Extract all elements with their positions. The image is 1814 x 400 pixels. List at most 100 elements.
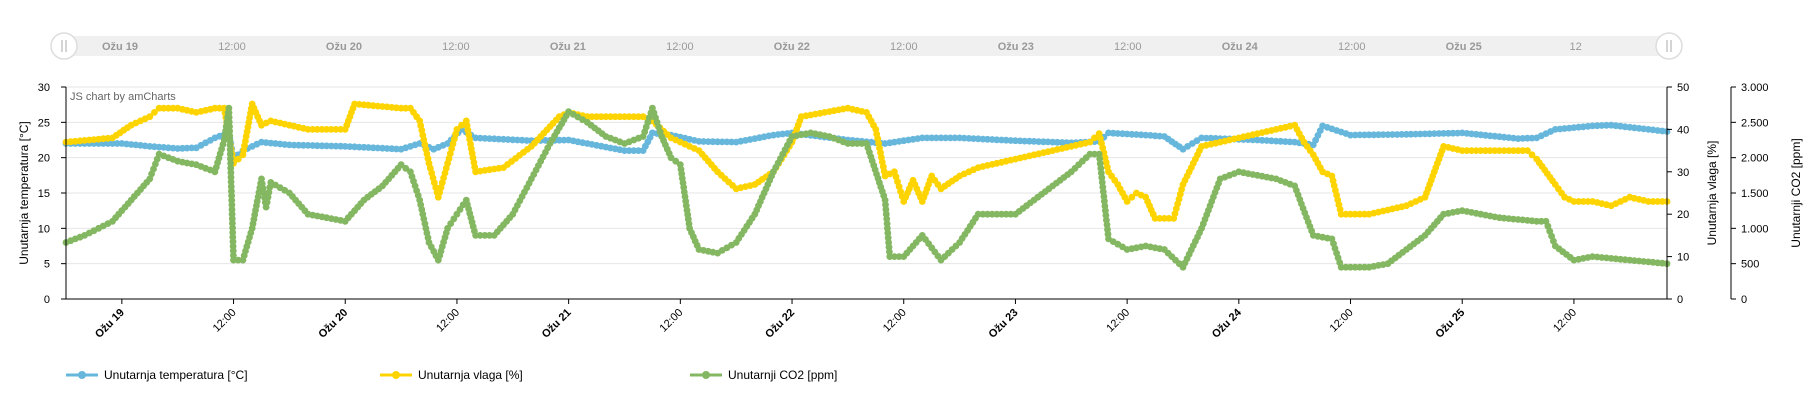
series-line [65,102,1667,220]
x-axis-ticks: Ožu 19 12:00 Ožu 20 12:00 Ožu 21 12:00 Ožu 22 1… [93,299,1579,341]
series-bullet [891,253,898,260]
temperature-axis-title: Unutarnja temperatura [°C] [17,121,31,265]
humidity-tick-label: 0 [1677,294,1683,306]
series-co2[interactable] [62,104,1671,271]
series-bullet [304,125,312,133]
temperature-tick-label: 15 [38,188,50,200]
co2-tick-label: 500 [1741,259,1759,271]
series-bullet [402,104,410,112]
scrollbar-label: 12:00 [1338,41,1366,53]
x-tick-label: 12:00 [881,307,909,335]
series-bullet [1356,131,1364,139]
legend-marker-bullet [78,371,86,379]
scrollbar-label: Ožu 22 [774,41,810,53]
x-tick-label: 12:00 [434,307,462,335]
x-tick-label: 12:00 [1104,307,1132,335]
legend-marker-bullet [702,371,710,379]
series-bullet [1337,210,1345,218]
scrollbar-label: 12:00 [442,41,470,53]
series-bullet [555,136,563,144]
series-bullet [1440,130,1447,137]
co2-tick-label: 1.500 [1741,188,1769,200]
scrollbar-label: Ožu 25 [1446,41,1482,53]
x-tick-label: Ožu 23 [987,307,1021,341]
scrollbar-track[interactable] [64,36,1669,56]
series-bullet [923,134,931,142]
series-bullet [313,142,321,150]
series-bullet [402,164,410,172]
series-bullet [1389,131,1396,138]
scrollbar-label: Ožu 24 [1222,41,1259,53]
temperature-tick-label: 25 [38,117,50,129]
scrollbar-label: 12:00 [218,41,246,53]
x-tick-label: Ožu 25 [1433,307,1467,341]
series-bullet [1165,215,1173,222]
series-bullet [332,142,340,150]
series-bullet [323,125,330,133]
series-bullet [458,121,465,129]
series-bullet [588,113,596,121]
series-bullet [1398,131,1406,138]
co2-axis-title: Unutarnji CO2 [ppm] [1789,138,1803,247]
series-bullet [630,147,638,155]
scrollbar-label: 12:00 [890,41,918,53]
series-bullet [169,104,177,112]
series-bullet [1347,263,1354,271]
series-bullet [607,113,614,121]
series-bullet [974,210,982,218]
legend[interactable]: Unutarnja temperatura [°C] Unutarnja vlag… [66,368,837,382]
series-bullet [1524,147,1531,155]
series-bullet [99,140,107,147]
series-bullet [1579,198,1587,205]
legend-marker-bullet [392,371,400,379]
series-bullet [227,160,235,167]
co2-tick-label: 0 [1741,294,1747,306]
co2-axis-ticks: 0 500 1.000 1.500 2.000 2.500 3.000 [1731,82,1769,306]
series-bullet [1491,147,1499,155]
temperature-tick-label: 0 [44,294,50,306]
series-bullet [672,157,680,165]
series-bullet [397,161,405,169]
series-bullet [1537,217,1545,225]
series-humidity[interactable] [62,100,1671,222]
series-bullet [1486,147,1494,155]
temperature-tick-label: 30 [38,82,50,94]
series-bullet [1468,147,1475,155]
series-bullet [1086,138,1094,146]
scrollbar-label: Ožu 23 [998,41,1034,53]
legend-item[interactable]: Unutarnja temperatura [°C] [66,368,248,382]
series-bullet [849,140,856,147]
series-bullet [932,134,940,142]
series-bullet [476,232,484,239]
legend-label: Unutarnji CO2 [ppm] [728,368,837,382]
legend-item[interactable]: Unutarnji CO2 [ppm] [690,368,837,382]
series-bullet [625,147,633,155]
scrollbar-handle-right[interactable] [1655,32,1683,60]
scrollbar[interactable]: Ožu 19 12:00 Ožu 20 12:00 Ožu 21 12:00 Ožu 22 1… [50,32,1683,60]
scrollbar-handle-left[interactable] [50,32,78,60]
series-bullet [616,113,624,121]
scrollbar-label: Ožu 21 [550,41,586,53]
series-bullet [332,125,340,133]
x-tick-label: Ožu 24 [1210,306,1245,341]
series-bullet [1091,134,1098,142]
x-tick-label: 12:00 [1551,307,1579,335]
scrollbar-label: 12 [1570,41,1582,53]
series-bullet [1128,193,1136,201]
series-bullet [1356,263,1364,271]
series-bullet [630,113,638,121]
series-bullet [1528,151,1536,159]
x-tick-label: Ožu 20 [316,307,350,341]
series-bullet [230,256,237,264]
scrollbar-label: 12:00 [666,41,694,53]
legend-item[interactable]: Unutarnja vlaga [%] [380,368,523,382]
chart-credits[interactable]: JS chart by amCharts [70,91,176,103]
x-tick-label: Ožu 22 [763,307,797,341]
series-bullet [1458,147,1466,155]
temperature-axis-ticks: 0 5 10 15 20 25 30 [38,82,66,306]
series-bullet [1156,215,1164,222]
series-bullet [858,140,866,147]
scrollbar-label: Ožu 20 [326,41,362,53]
co2-tick-label: 3.000 [1741,82,1769,94]
series-bullet [918,134,926,142]
